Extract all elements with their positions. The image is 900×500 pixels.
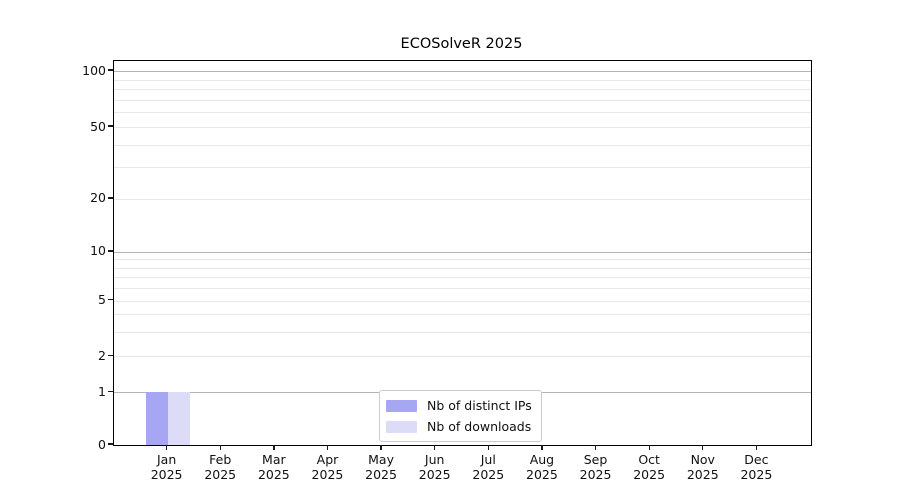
y-gridline-minor-70: [114, 99, 811, 101]
y-gridline-minor-8: [114, 267, 811, 269]
x-tick-label-nov: Nov 2025: [686, 452, 719, 482]
x-tick-dec: [755, 445, 758, 450]
legend-swatch-distinct-ips-icon: [386, 399, 417, 412]
x-tick-label-may: May 2025: [365, 452, 397, 482]
chart-title: ECOSolveR 2025: [400, 36, 523, 52]
y-tick-10: [108, 250, 113, 252]
x-tick-apr: [326, 445, 329, 450]
x-tick-may: [380, 445, 382, 450]
x-tick-jan: [166, 445, 168, 450]
y-tick-label-100: 100: [82, 62, 106, 78]
y-gridline-minor-4: [114, 314, 811, 316]
bar-nb-of-distinct-ips-jan: [145, 392, 168, 445]
y-tick-label-2: 2: [98, 347, 106, 363]
x-tick-label-oct: Oct 2025: [633, 452, 666, 482]
legend-entry-downloads: Nb of downloads: [386, 417, 532, 436]
legend-swatch-downloads-icon: [386, 420, 417, 433]
y-gridline-minor-5: [114, 300, 811, 302]
x-tick-oct: [648, 445, 650, 450]
y-tick-1: [108, 390, 113, 392]
x-tick-label-jun: Jun 2025: [418, 452, 451, 482]
y-tick-100: [108, 69, 113, 71]
y-tick-label-5: 5: [98, 292, 106, 308]
x-tick-label-dec: Dec 2025: [740, 452, 773, 482]
legend-label-distinct-ips: Nb of distinct IPs: [427, 398, 532, 413]
y-tick-label-20: 20: [90, 190, 106, 206]
y-gridline-minor-7: [114, 276, 811, 278]
y-gridline-minor-6: [114, 287, 811, 289]
y-gridline-minor-9: [114, 259, 811, 261]
y-tick-label-10: 10: [90, 243, 106, 259]
x-tick-label-apr: Apr 2025: [311, 452, 344, 482]
y-tick-label-50: 50: [90, 118, 106, 134]
y-gridline-major-100: [114, 71, 811, 73]
legend-entry-distinct-ips: Nb of distinct IPs: [386, 396, 532, 415]
x-tick-jul: [487, 445, 489, 450]
plot-area: [113, 60, 812, 446]
y-tick-label-1: 1: [98, 383, 106, 399]
x-tick-sep: [594, 445, 597, 450]
y-gridline-minor-3: [114, 331, 811, 333]
y-gridline-minor-20: [114, 198, 811, 200]
x-tick-label-feb: Feb 2025: [204, 452, 237, 482]
y-gridline-minor-60: [114, 112, 811, 114]
y-tick-50: [108, 125, 113, 127]
y-tick-2: [108, 354, 113, 357]
x-tick-feb: [219, 445, 221, 450]
x-tick-label-jan: Jan 2025: [150, 452, 183, 482]
y-gridline-minor-90: [114, 79, 811, 81]
y-gridline-minor-80: [114, 89, 811, 91]
x-tick-jun: [434, 445, 436, 450]
x-tick-nov: [702, 445, 704, 450]
y-gridline-minor-30: [114, 167, 811, 169]
y-tick-20: [108, 197, 113, 199]
bar-nb-of-downloads-jan: [167, 392, 190, 445]
x-tick-aug: [541, 445, 543, 450]
x-tick-label-jul: Jul 2025: [472, 452, 505, 482]
y-tick-5: [108, 299, 113, 301]
x-tick-mar: [273, 445, 275, 450]
x-tick-label-aug: Aug 2025: [526, 452, 558, 482]
y-gridline-minor-40: [114, 144, 811, 146]
y-gridline-major-10: [114, 251, 811, 253]
y-tick-0: [108, 443, 113, 445]
y-gridline-minor-50: [114, 127, 811, 129]
x-tick-label-sep: Sep 2025: [579, 452, 612, 482]
legend-label-downloads: Nb of downloads: [427, 419, 532, 434]
y-tick-label-0: 0: [98, 436, 106, 452]
x-tick-label-mar: Mar 2025: [257, 452, 290, 482]
y-gridline-minor-2: [114, 356, 811, 358]
legend: Nb of distinct IPs Nb of downloads: [379, 390, 542, 442]
